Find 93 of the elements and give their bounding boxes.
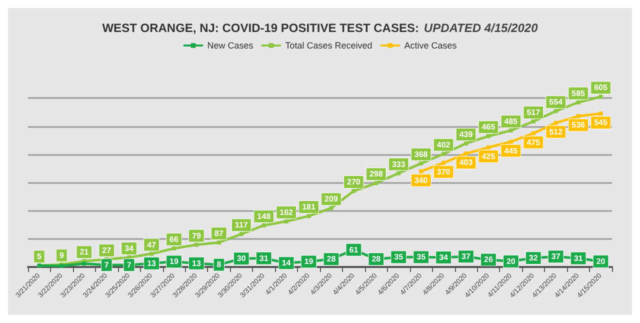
- point: [598, 94, 603, 99]
- data-label: 439: [459, 130, 474, 139]
- data-label: 13: [147, 258, 157, 268]
- data-label: 117: [234, 220, 248, 230]
- point: [374, 181, 378, 186]
- point: [598, 112, 603, 116]
- data-label: 485: [504, 117, 518, 126]
- data-label: 270: [347, 178, 361, 187]
- data-label: 79: [192, 231, 202, 240]
- data-label: 512: [549, 127, 564, 136]
- data-label: 402: [436, 140, 451, 150]
- point: [508, 128, 513, 133]
- data-label: 14: [282, 258, 292, 268]
- data-label: 585: [572, 88, 586, 98]
- data-label: 32: [528, 253, 538, 262]
- point: [352, 189, 356, 194]
- point: [576, 114, 580, 118]
- chart-title: WEST ORANGE, NJ: COVID-19 POSITIVE TEST CASES:: [102, 21, 419, 35]
- data-label: 19: [170, 257, 179, 266]
- point: [216, 240, 221, 245]
- point: [396, 171, 401, 176]
- data-label: 445: [504, 146, 518, 156]
- data-label: 5: [37, 252, 42, 262]
- data-label: 368: [414, 150, 428, 159]
- data-label: 31: [259, 254, 269, 263]
- data-label: 209: [324, 194, 338, 204]
- data-label: 475: [526, 138, 541, 147]
- point: [442, 152, 446, 156]
- data-label: 13: [192, 258, 202, 268]
- data-label: 545: [594, 118, 608, 128]
- point: [419, 161, 424, 166]
- data-label: 26: [484, 255, 494, 264]
- point: [442, 160, 446, 165]
- data-label: 425: [482, 152, 496, 161]
- point: [329, 206, 334, 210]
- data-label: 35: [416, 252, 426, 262]
- data-label: 340: [414, 176, 428, 185]
- data-label: 370: [436, 167, 451, 176]
- data-label: 37: [551, 252, 561, 262]
- point: [554, 109, 558, 114]
- point: [464, 141, 468, 146]
- point: [419, 169, 424, 174]
- data-label: 20: [506, 256, 516, 266]
- data-label: 536: [572, 120, 586, 130]
- data-label: 21: [80, 248, 90, 257]
- data-label: 7: [104, 260, 110, 270]
- data-label: 403: [459, 158, 474, 168]
- data-label: 34: [124, 244, 134, 253]
- data-label: 37: [462, 252, 471, 262]
- point: [508, 140, 513, 144]
- chart-subtitle: UPDATED 4/15/2020: [424, 21, 538, 35]
- data-label: 35: [394, 252, 404, 262]
- data-label: 28: [372, 254, 382, 264]
- data-label: 30: [236, 254, 246, 264]
- data-label: 27: [102, 246, 112, 255]
- data-label: 298: [369, 170, 384, 179]
- point: [554, 120, 558, 125]
- data-label: 8: [216, 260, 222, 270]
- data-label: 162: [280, 208, 294, 217]
- data-label: 47: [147, 240, 157, 250]
- data-label: 87: [214, 229, 224, 238]
- data-label: 465: [482, 122, 496, 132]
- data-label: 517: [526, 108, 541, 117]
- data-label: 148: [257, 212, 272, 221]
- legend-label: New Cases: [207, 40, 254, 50]
- point: [531, 131, 536, 136]
- data-label: 9: [59, 250, 64, 260]
- point: [150, 252, 154, 256]
- data-label: 19: [304, 257, 314, 266]
- data-label: 333: [392, 160, 406, 169]
- data-label: 31: [574, 254, 584, 263]
- point: [284, 219, 288, 224]
- point: [486, 134, 490, 138]
- data-label: 605: [594, 83, 608, 92]
- point: [262, 223, 266, 228]
- data-label: 34: [439, 252, 449, 262]
- data-label: 61: [349, 245, 359, 254]
- data-label: 554: [549, 98, 564, 107]
- data-label: 7: [126, 260, 132, 270]
- point: [172, 246, 176, 250]
- data-label: 20: [596, 256, 606, 266]
- data-label: 28: [326, 254, 336, 264]
- point: [464, 152, 468, 156]
- data-label: 66: [170, 234, 179, 244]
- legend-label: Total Cases Received: [285, 40, 372, 50]
- point: [239, 232, 244, 236]
- point: [486, 145, 490, 150]
- legend-label: Active Cases: [404, 40, 458, 50]
- point: [306, 214, 311, 218]
- point: [576, 100, 580, 104]
- data-label: 181: [302, 202, 316, 212]
- point: [194, 242, 198, 247]
- point: [531, 120, 536, 124]
